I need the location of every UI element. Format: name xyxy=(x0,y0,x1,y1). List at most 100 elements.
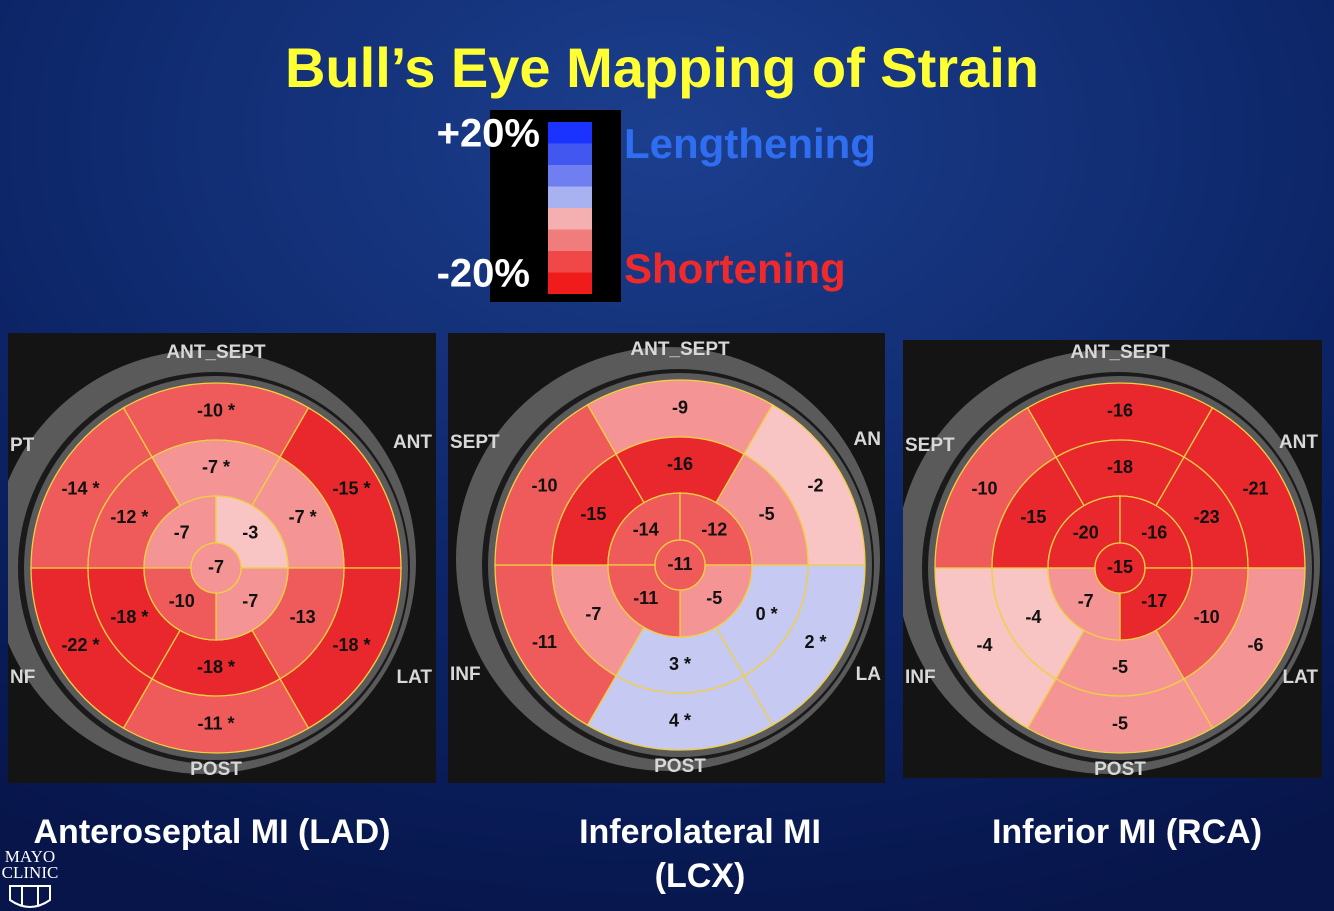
orientation-label: ANT xyxy=(393,432,432,453)
segment-value: 4 * xyxy=(669,710,691,730)
orientation-label: LAT xyxy=(1282,667,1318,688)
color-step xyxy=(548,229,592,251)
orientation-label: LA xyxy=(856,664,882,685)
segment-value: -12 xyxy=(701,519,727,539)
segment-value: -3 xyxy=(242,522,258,542)
orientation-label: ANT_SEPT xyxy=(630,339,730,360)
segment-value: -10 xyxy=(1194,607,1220,627)
orientation-label: SEPT xyxy=(905,435,955,456)
segment-value: -18 xyxy=(1107,457,1133,477)
segment-value: -15 xyxy=(1020,507,1046,527)
panel-caption: Inferolateral MI xyxy=(579,813,821,851)
segment-value: -2 xyxy=(808,476,824,496)
segment-value: -16 xyxy=(667,454,693,474)
logo-text: CLINIC xyxy=(2,863,59,882)
segment-value: -18 * xyxy=(110,607,148,627)
panel-body: -10 * -15 * -18 * -11 * -22 * -14 * -7 * -7 * -1… xyxy=(8,333,436,783)
apex-segment xyxy=(1094,542,1146,594)
legend-max: +20% xyxy=(437,112,540,156)
orientation-label: AN xyxy=(854,429,881,450)
orientation-label: SEPT xyxy=(450,432,500,453)
orientation-label: NF xyxy=(10,667,35,688)
segment-value: -16 xyxy=(1107,400,1133,420)
segment-value: -10 xyxy=(531,476,557,496)
segment-value: -20 xyxy=(1073,522,1099,542)
segment-value: -6 xyxy=(1248,635,1264,655)
color-step xyxy=(548,272,592,294)
segment-value: -11 * xyxy=(197,713,234,733)
segment-value: -23 xyxy=(1194,507,1220,527)
segment-value: -7 * xyxy=(202,457,230,477)
segment-value: -10 * xyxy=(197,400,235,420)
color-step xyxy=(548,251,592,273)
slide-title: Bull’s Eye Mapping of Strain xyxy=(285,36,1039,99)
segment-value: -15 * xyxy=(333,479,371,499)
segment-value: -15 xyxy=(580,504,606,524)
color-step xyxy=(548,143,592,165)
bulls-eye-panel: -10 * -15 * -18 * -11 * -22 * -14 * -7 * -7 * -1… xyxy=(8,333,436,851)
segment-value: -11 xyxy=(532,632,557,652)
orientation-label: ANT xyxy=(1279,432,1318,453)
orientation-label: LAT xyxy=(396,667,432,688)
panel-body: -9 -2 2 * 4 * -11 -10 -16 -5 0 * 3 * -7 -15 -14 -12 -5… xyxy=(448,333,885,783)
segment-value: -11 xyxy=(633,588,658,608)
legend-min: -20% xyxy=(437,252,530,296)
segment-value: -7 xyxy=(1078,591,1094,611)
segment-value: -4 xyxy=(1025,607,1041,627)
segment-value: 0 * xyxy=(756,604,778,624)
segment-value: -12 * xyxy=(110,507,148,527)
orientation-label: ANT_SEPT xyxy=(166,342,266,363)
segment-value: -10 xyxy=(971,479,997,499)
segment-value: -7 xyxy=(242,591,258,611)
segment-value: -9 xyxy=(672,397,688,417)
segment-value: -7 xyxy=(174,522,190,542)
orientation-label: POST xyxy=(190,759,242,780)
segment-value: -5 xyxy=(1112,657,1128,677)
panels: -10 *-15 *-18 *-11 *-22 *-14 *-7 *-7 *-1… xyxy=(8,333,1322,895)
segment-value: -13 xyxy=(290,607,316,627)
orientation-label: POST xyxy=(654,756,706,777)
segment-value: -22 * xyxy=(61,635,99,655)
segment-value: -21 xyxy=(1243,479,1269,499)
segment-value: -5 xyxy=(1112,713,1128,733)
orientation-label: INF xyxy=(905,667,936,688)
segment-value: -11 xyxy=(667,554,692,574)
segment-value: -16 xyxy=(1141,522,1167,542)
segment-value: 2 * xyxy=(805,632,827,652)
panel-caption: (LCX) xyxy=(655,857,746,895)
segment-value: -7 xyxy=(585,604,601,624)
segment-value: -18 * xyxy=(197,657,235,677)
apex-segment xyxy=(190,542,242,594)
panel-caption: Anteroseptal MI (LAD) xyxy=(34,813,391,851)
orientation-label: INF xyxy=(450,664,481,685)
segment-value: -18 * xyxy=(333,635,371,655)
orientation-label: ANT_SEPT xyxy=(1070,342,1170,363)
segment-value: 3 * xyxy=(669,654,691,674)
segment-value: -10 xyxy=(169,591,195,611)
bulls-eye-panel: -16 -21 -6 -5 -4 -10 -18 -23 -10 -5 -4 -15 -20 -16 -17… xyxy=(903,340,1322,851)
bulls-eye-panel: -9 -2 2 * 4 * -11 -10 -16 -5 0 * 3 * -7 -15 -14 -12 -5… xyxy=(448,333,885,895)
orientation-label: POST xyxy=(1094,759,1146,780)
apex-segment xyxy=(654,539,706,591)
color-step xyxy=(548,122,592,144)
segment-value: -5 xyxy=(706,588,722,608)
color-bar xyxy=(548,122,592,294)
color-step xyxy=(548,186,592,208)
color-step xyxy=(548,208,592,230)
segment-value: -7 xyxy=(208,557,224,577)
logo-text: MAYO xyxy=(5,847,55,866)
legend-lengthening: Lengthening xyxy=(624,120,876,167)
legend-shortening: Shortening xyxy=(624,245,846,292)
panel-caption: Inferior MI (RCA) xyxy=(992,813,1262,851)
color-step xyxy=(548,165,592,187)
segment-value: -17 xyxy=(1141,591,1167,611)
orientation-label: PT xyxy=(10,435,35,456)
segment-value: -7 * xyxy=(289,507,317,527)
segment-value: -14 xyxy=(633,519,659,539)
segment-value: -15 xyxy=(1107,557,1133,577)
logo-shield xyxy=(9,885,51,908)
segment-value: -14 * xyxy=(61,479,99,499)
segment-value: -4 xyxy=(976,635,992,655)
segment-value: -5 xyxy=(759,504,775,524)
